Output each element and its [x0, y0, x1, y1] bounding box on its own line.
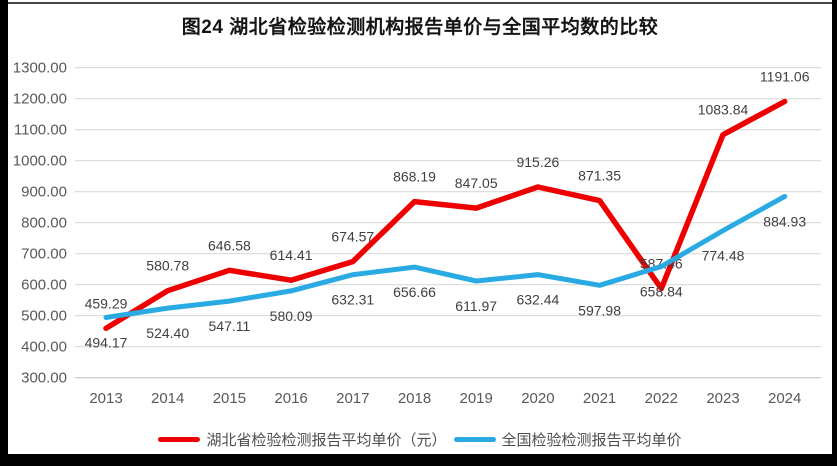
data-label: 1083.84: [698, 102, 749, 118]
hubei-series-line: [103, 98, 788, 332]
y-axis-label: 400.00: [21, 339, 67, 356]
x-axis-label: 2018: [398, 390, 431, 407]
x-axis-label: 2014: [151, 390, 184, 407]
y-axis-label: 700.00: [21, 246, 67, 263]
x-axis-label: 2019: [460, 390, 493, 407]
hubei-series-swatch-icon: [158, 436, 201, 442]
data-label: 884.93: [763, 213, 806, 229]
data-label: 868.19: [393, 169, 436, 185]
x-axis-label: 2013: [89, 390, 122, 407]
data-label: 459.29: [85, 295, 128, 311]
legend-item-national: 全国检验检测报告平均单价: [453, 429, 682, 450]
national-series-swatch-icon: [453, 436, 496, 442]
data-label: 580.09: [270, 308, 313, 324]
data-label: 674.57: [331, 229, 374, 245]
data-label: 632.44: [516, 292, 559, 308]
legend-label-national: 全国检验检测报告平均单价: [501, 431, 682, 449]
x-axis-label: 2016: [274, 390, 307, 407]
x-axis-label: 2020: [521, 390, 554, 407]
data-label: 611.97: [455, 298, 497, 314]
y-axis-label: 300.00: [21, 370, 67, 387]
y-axis-label: 1000.00: [13, 153, 67, 170]
y-axis-label: 1300.00: [13, 60, 67, 77]
y-axis-label: 1200.00: [13, 91, 67, 108]
data-label: 597.98: [578, 302, 621, 318]
data-label: 871.35: [578, 168, 621, 184]
legend-item-hubei: 湖北省检验检测报告平均单价（元）: [158, 429, 447, 450]
data-label: 614.41: [270, 247, 313, 263]
y-axis-label: 900.00: [21, 184, 67, 201]
y-axis-label: 500.00: [21, 308, 67, 325]
data-label: 1191.06: [760, 68, 810, 84]
chart-title: 图24 湖北省检验检测机构报告单价与全国平均数的比较: [181, 17, 659, 38]
data-label: 646.58: [208, 237, 251, 253]
data-label: 774.48: [702, 248, 745, 264]
y-axis-label: 600.00: [21, 277, 67, 294]
data-label: 547.11: [209, 318, 251, 334]
top-rule: [8, 2, 832, 4]
y-axis-label: 1100.00: [14, 122, 67, 139]
data-label: 632.31: [331, 292, 374, 308]
data-label: 658.84: [640, 283, 683, 299]
x-axis-label: 2024: [768, 390, 801, 407]
x-axis-label: 2022: [645, 390, 678, 407]
data-label: 656.66: [393, 284, 436, 300]
data-label: 524.40: [146, 325, 189, 341]
y-axis-label: 800.00: [21, 215, 67, 232]
x-axis-label: 2017: [336, 390, 369, 407]
x-axis-label: 2015: [213, 390, 246, 407]
x-axis-label: 2021: [583, 390, 616, 407]
chart-legend: 湖北省检验检测报告平均单价（元） 全国检验检测报告平均单价: [8, 428, 832, 450]
document-page: 图24 湖北省检验检测机构报告单价与全国平均数的比较 300.00 400.00 5…: [8, 0, 832, 454]
data-label: 847.05: [455, 175, 498, 191]
x-axis-label: 2023: [706, 390, 739, 407]
legend-label-hubei: 湖北省检验检测报告平均单价（元）: [206, 431, 447, 449]
data-label: 494.17: [85, 335, 128, 351]
data-label: 580.78: [146, 258, 189, 274]
national-series-line: [103, 193, 788, 320]
data-label: 915.26: [516, 154, 559, 170]
